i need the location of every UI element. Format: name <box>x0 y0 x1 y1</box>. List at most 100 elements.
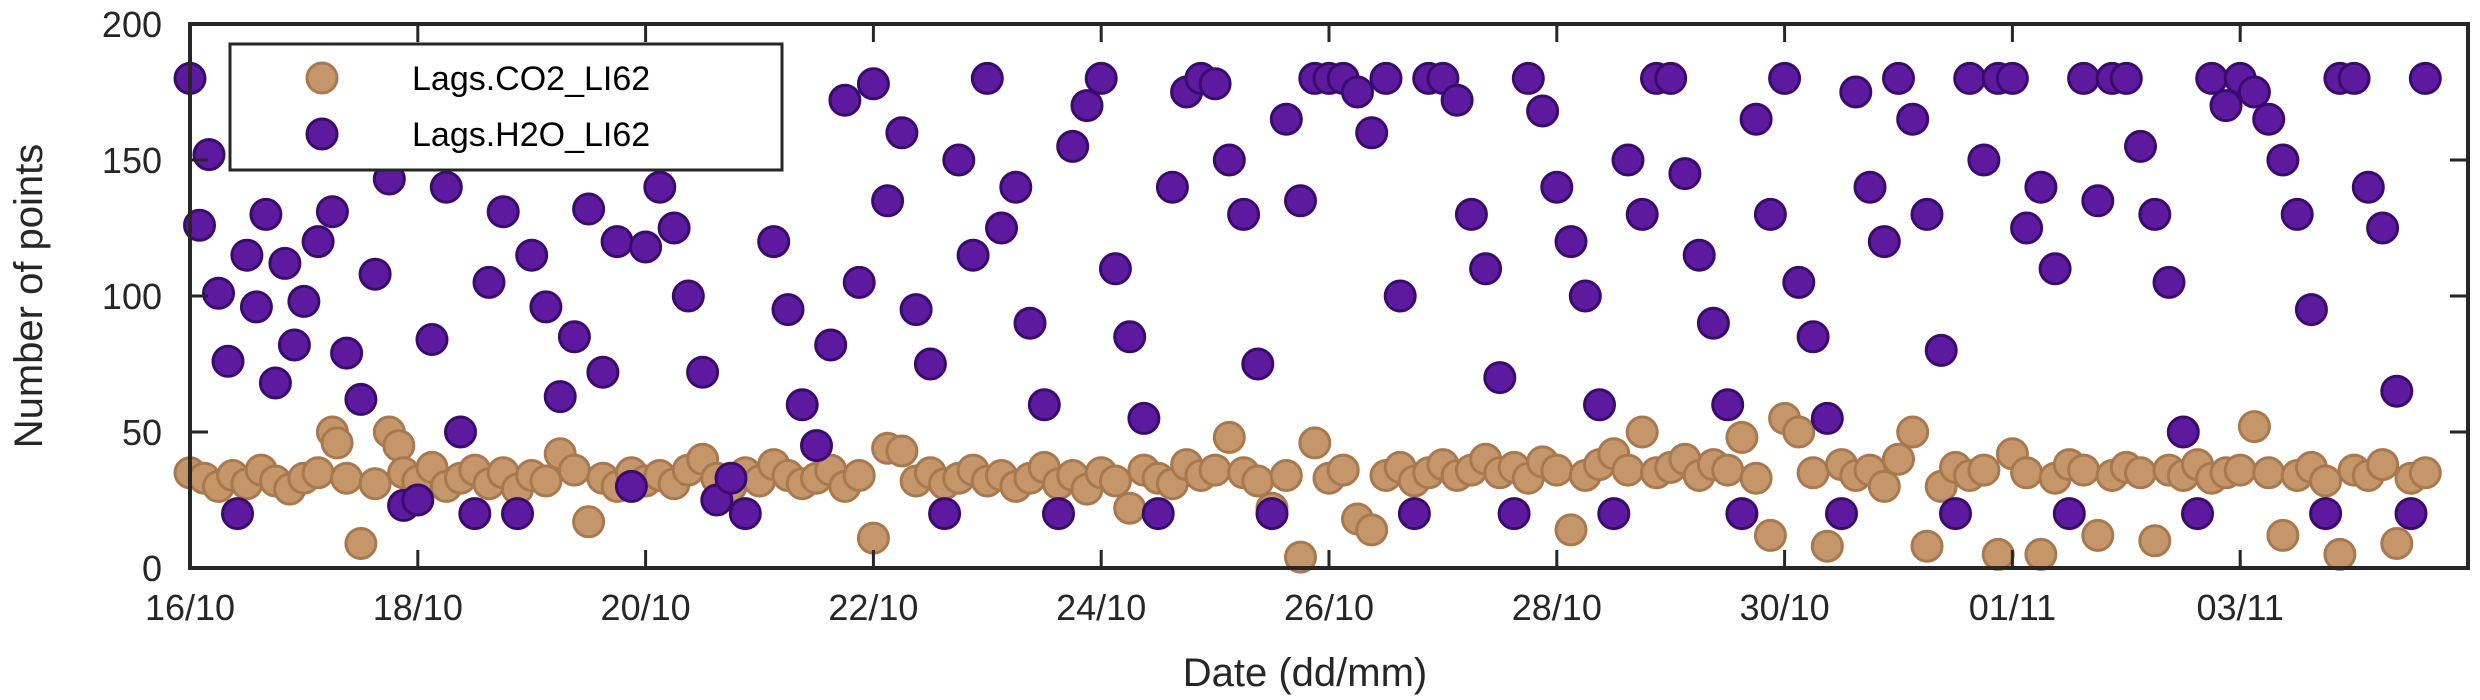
h2o-data-point <box>1782 265 1816 299</box>
co2-data-point <box>2309 464 2343 498</box>
h2o-data-point <box>1668 157 1702 191</box>
h2o-data-point <box>1013 306 1047 340</box>
h2o-data-point <box>928 497 962 531</box>
co2-data-point <box>2081 518 2115 552</box>
h2o-data-point <box>1967 143 2001 177</box>
h2o-data-point <box>828 83 862 117</box>
h2o-data-point <box>287 284 321 318</box>
h2o-data-point <box>501 497 534 531</box>
x-tick-label: 30/10 <box>1740 587 1830 628</box>
h2o-data-point <box>2138 197 2172 231</box>
h2o-data-point <box>600 225 634 259</box>
h2o-data-point <box>1568 279 1602 313</box>
h2o-data-point <box>1654 61 1688 95</box>
h2o-data-point <box>458 497 492 531</box>
h2o-data-point <box>856 67 890 101</box>
co2-data-point <box>1326 453 1360 487</box>
co2-data-point <box>2323 537 2357 571</box>
h2o-data-point <box>1127 401 1161 435</box>
co2-data-point <box>1625 415 1659 449</box>
h2o-data-point <box>1341 75 1374 109</box>
h2o-data-point <box>2280 197 2314 231</box>
h2o-data-point <box>1269 102 1303 136</box>
co2-data-point <box>885 434 919 468</box>
co2-data-point <box>2024 537 2058 571</box>
h2o-data-point <box>1454 197 1488 231</box>
h2o-data-point <box>1910 197 1944 231</box>
co2-data-point <box>2266 518 2300 552</box>
h2o-data-point <box>1696 306 1730 340</box>
co2-data-point <box>1796 456 1830 490</box>
x-tick-label: 03/11 <box>2196 587 2283 628</box>
h2o-data-point <box>1056 129 1090 163</box>
h2o-data-point <box>1611 143 1645 177</box>
h2o-data-point <box>472 265 506 299</box>
co2-data-point <box>1867 469 1901 503</box>
h2o-data-point <box>728 497 762 531</box>
h2o-data-point <box>985 211 1018 245</box>
h2o-data-point <box>2351 170 2385 204</box>
co2-data-point <box>2124 456 2157 490</box>
h2o-data-point <box>2237 75 2271 109</box>
co2-data-point <box>1241 464 1275 498</box>
h2o-data-point <box>1284 184 1317 218</box>
h2o-data-point <box>1212 143 1246 177</box>
h2o-data-point <box>2024 170 2058 204</box>
h2o-data-point <box>529 290 563 324</box>
h2o-data-point <box>871 184 905 218</box>
co2-data-point <box>1355 513 1389 547</box>
h2o-data-point <box>2166 415 2200 449</box>
h2o-data-point <box>686 355 720 389</box>
h2o-data-point <box>429 170 463 204</box>
h2o-data-point <box>1483 361 1517 395</box>
legend-label-co2: Lags.CO2_LI62 <box>412 60 650 98</box>
h2o-data-point <box>1369 61 1403 95</box>
h2o-data-point <box>1939 497 1972 531</box>
h2o-data-point <box>1027 388 1061 422</box>
h2o-data-point <box>2252 102 2286 136</box>
h2o-data-point <box>1497 497 1531 531</box>
h2o-data-point <box>643 170 677 204</box>
h2o-data-point <box>2209 89 2243 123</box>
h2o-data-point <box>899 293 933 327</box>
co2-data-point <box>1113 491 1147 525</box>
y-tick-label: 100 <box>102 276 162 317</box>
co2-data-point <box>1554 513 1588 547</box>
h2o-data-point <box>913 347 947 381</box>
h2o-data-point <box>1042 497 1075 531</box>
x-tick-label: 24/10 <box>1056 587 1146 628</box>
h2o-data-point <box>1084 61 1118 95</box>
h2o-data-point <box>956 238 990 272</box>
h2o-data-point <box>315 195 349 229</box>
h2o-data-point <box>515 238 549 272</box>
co2-data-point <box>1910 529 1944 563</box>
h2o-data-point <box>192 138 226 172</box>
h2o-data-point <box>277 328 311 362</box>
h2o-data-point <box>1113 320 1147 354</box>
co2-data-point <box>1981 537 2015 571</box>
co2-data-point <box>301 456 335 490</box>
co2-data-point <box>1782 415 1816 449</box>
co2-data-point <box>1269 459 1303 492</box>
co2-data-point <box>1540 453 1574 487</box>
x-tick-label: 22/10 <box>828 587 918 628</box>
x-tick-label: 18/10 <box>373 587 463 628</box>
h2o-data-point <box>1554 225 1588 259</box>
h2o-data-point <box>614 469 648 503</box>
h2o-data-point <box>1526 94 1560 128</box>
co2-data-point <box>2252 456 2286 490</box>
co2-data-point <box>1967 453 2001 487</box>
h2o-data-point <box>1155 170 1189 204</box>
h2o-data-point <box>1241 347 1275 381</box>
h2o-data-point <box>557 320 591 354</box>
co2-data-point <box>2237 410 2271 444</box>
h2o-data-point <box>1540 170 1574 204</box>
h2o-data-point <box>2038 252 2072 286</box>
h2o-data-point <box>415 323 449 356</box>
co2-data-point <box>557 453 591 487</box>
h2o-data-point <box>629 230 663 264</box>
h2o-data-point <box>230 238 264 272</box>
h2o-data-point <box>358 257 392 291</box>
co2-data-point <box>2010 456 2044 490</box>
